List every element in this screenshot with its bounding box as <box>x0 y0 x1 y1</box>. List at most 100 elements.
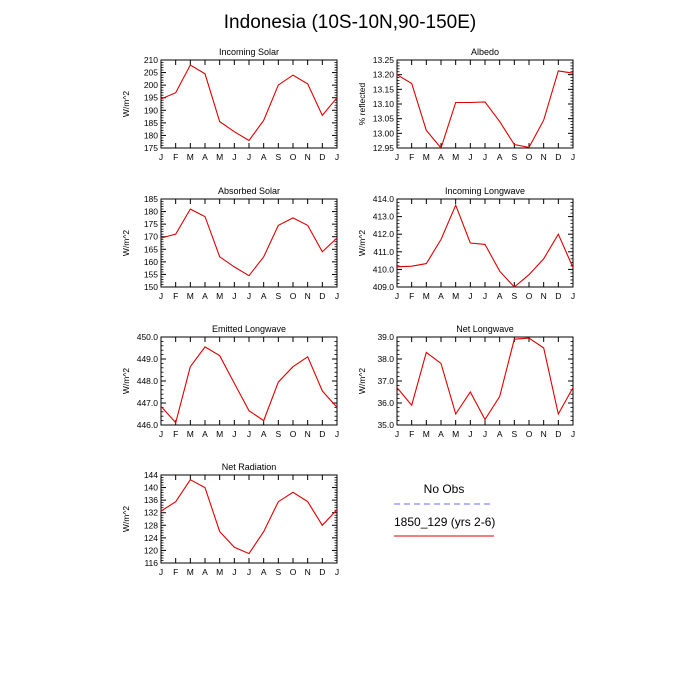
plot-frame <box>396 198 574 288</box>
x-tick-label: D <box>319 152 325 162</box>
x-tick-label: J <box>468 291 472 301</box>
x-tick-label: S <box>511 429 517 439</box>
y-tick-label: 185 <box>144 194 158 204</box>
x-tick-label: O <box>290 567 297 577</box>
x-tick-label: S <box>275 152 281 162</box>
x-tick-label: J <box>483 152 487 162</box>
x-tick-label: D <box>555 429 561 439</box>
series-line <box>160 208 338 277</box>
x-tick-label: F <box>409 291 414 301</box>
y-tick-label: 155 <box>144 269 158 279</box>
x-tick-label: J <box>483 429 487 439</box>
y-tick-label: 13.05 <box>373 114 395 124</box>
x-tick-label: D <box>319 567 325 577</box>
y-tick-label: 180 <box>144 130 158 140</box>
x-tick-label: O <box>290 152 297 162</box>
y-tick-label: 120 <box>144 545 158 555</box>
y-tick-label: 13.00 <box>373 128 395 138</box>
y-tick-label: 13.10 <box>373 99 395 109</box>
x-tick-label: A <box>497 152 503 162</box>
y-tick-label: 411.0 <box>373 247 394 257</box>
y-tick-label: 175 <box>144 143 158 153</box>
legend <box>394 503 494 537</box>
panel-title: Albedo <box>471 47 499 57</box>
x-tick-label: J <box>468 429 472 439</box>
y-tick-label: 409.0 <box>373 282 395 292</box>
x-tick-label: J <box>395 152 399 162</box>
x-tick-label: J <box>335 429 339 439</box>
y-axis-label: % reflected <box>357 82 367 125</box>
x-tick-label: N <box>305 567 311 577</box>
panel-incoming-longwave: Incoming Longwave 409.0 410.0 411.0 412.0 413… <box>357 186 575 301</box>
x-tick-label: M <box>452 152 459 162</box>
panel-emitted-longwave: Emitted Longwave 446.0 447.0 448.0 449.0 450.… <box>121 324 339 439</box>
y-axis-label: W/m^2 <box>121 91 131 117</box>
x-tick-label: A <box>438 291 444 301</box>
y-tick-label: 13.15 <box>373 84 395 94</box>
y-tick-label: 449.0 <box>137 354 159 364</box>
x-tick-label: S <box>275 429 281 439</box>
x-tick-label: M <box>452 291 459 301</box>
x-tick-label: A <box>261 429 267 439</box>
x-tick-label: A <box>261 567 267 577</box>
x-tick-label: J <box>232 567 236 577</box>
series-line <box>396 203 574 288</box>
y-tick-label: 413.0 <box>373 212 395 222</box>
y-axis-label: W/m^2 <box>121 368 131 394</box>
y-tick-label: 450.0 <box>137 332 159 342</box>
y-axis-label: W/m^2 <box>357 368 367 394</box>
y-axis-label: W/m^2 <box>121 506 131 532</box>
y-tick-label: 210 <box>144 55 158 65</box>
plot-frame <box>160 474 338 564</box>
x-tick-label: F <box>173 429 178 439</box>
x-tick-label: J <box>335 291 339 301</box>
y-tick-label: 410.0 <box>373 264 395 274</box>
series-line <box>396 70 574 150</box>
x-tick-label: M <box>187 567 194 577</box>
x-tick-label: J <box>395 429 399 439</box>
x-tick-label: M <box>187 291 194 301</box>
x-tick-label: J <box>247 291 251 301</box>
x-tick-label: J <box>571 152 575 162</box>
y-tick-label: 448.0 <box>137 376 159 386</box>
x-tick-label: M <box>216 152 223 162</box>
x-tick-label: M <box>187 429 194 439</box>
x-tick-label: M <box>423 429 430 439</box>
x-tick-label: F <box>173 291 178 301</box>
x-tick-label: O <box>526 429 533 439</box>
x-tick-label: S <box>275 291 281 301</box>
y-tick-label: 180 <box>144 207 158 217</box>
y-tick-label: 128 <box>144 520 158 530</box>
x-tick-label: J <box>571 291 575 301</box>
figure-title: Indonesia (10S-10N,90-150E) <box>223 12 477 33</box>
x-tick-label: S <box>511 291 517 301</box>
series-line <box>160 478 338 555</box>
y-tick-label: 132 <box>144 508 158 518</box>
y-tick-label: 35.0 <box>377 420 394 430</box>
y-tick-label: 446.0 <box>137 420 159 430</box>
x-tick-label: A <box>202 291 208 301</box>
x-tick-label: A <box>202 567 208 577</box>
series-line <box>396 337 574 421</box>
x-tick-label: M <box>216 291 223 301</box>
x-tick-label: A <box>438 152 444 162</box>
y-tick-label: 185 <box>144 118 158 128</box>
y-tick-label: 447.0 <box>137 398 159 408</box>
x-tick-label: F <box>409 429 414 439</box>
series-line <box>160 64 338 142</box>
panel-title: Incoming Longwave <box>445 186 525 196</box>
x-tick-label: O <box>526 152 533 162</box>
x-tick-label: F <box>173 152 178 162</box>
x-tick-label: M <box>216 567 223 577</box>
x-tick-label: M <box>216 429 223 439</box>
x-tick-label: F <box>173 567 178 577</box>
panel-title: Net Longwave <box>456 324 514 334</box>
x-tick-label: D <box>555 152 561 162</box>
y-tick-label: 37.0 <box>377 376 394 386</box>
y-tick-label: 140 <box>144 483 158 493</box>
x-tick-label: A <box>497 429 503 439</box>
y-tick-label: 13.25 <box>373 55 395 65</box>
plot-frame <box>396 336 574 426</box>
